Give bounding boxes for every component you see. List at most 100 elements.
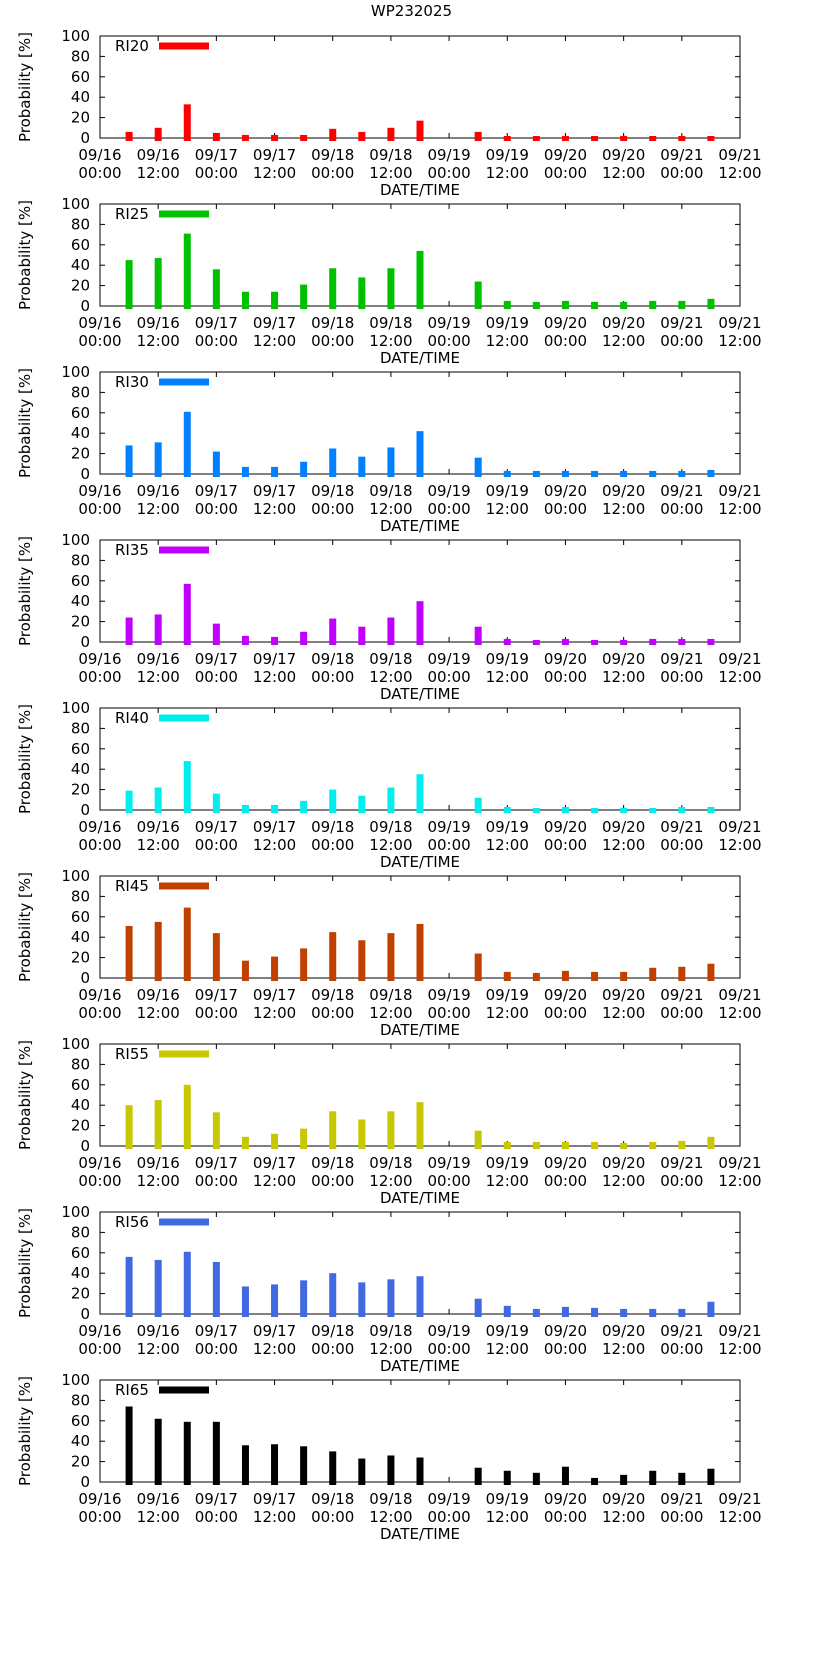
x-tick-label: 12:00 [369, 836, 412, 854]
x-tick-label: 09/20 [544, 146, 587, 164]
y-tick-label: 0 [80, 969, 90, 987]
bar-ri25 [241, 291, 249, 309]
bar-ri45 [649, 967, 657, 981]
bar-ri30 [358, 456, 366, 477]
y-axis-label: Probability [%] [16, 536, 34, 646]
x-tick-label: 09/21 [660, 146, 703, 164]
x-tick-label: 09/19 [427, 818, 470, 836]
bar-ri56 [125, 1256, 133, 1317]
x-tick-label: 09/18 [311, 1322, 354, 1340]
y-tick-label: 0 [80, 633, 90, 651]
y-tick-label: 80 [71, 383, 90, 401]
x-tick-label: 09/17 [253, 1490, 296, 1508]
x-tick-label: 09/16 [78, 1490, 121, 1508]
x-tick-label: 12:00 [369, 1004, 412, 1022]
bar-ri30 [561, 470, 569, 477]
y-tick-label: 20 [71, 1285, 90, 1303]
bar-ri55 [474, 1130, 482, 1149]
x-axis-label: DATE/TIME [380, 517, 460, 535]
x-tick-label: 09/18 [311, 650, 354, 668]
bar-ri65 [474, 1467, 482, 1485]
x-tick-label: 12:00 [253, 1004, 296, 1022]
panel-ri40: 02040608010009/1600:0009/1612:0009/1700:… [16, 699, 762, 871]
bar-ri56 [241, 1286, 249, 1317]
bar-ri35 [154, 614, 162, 645]
bar-ri40 [358, 795, 366, 813]
bar-ri55 [154, 1100, 162, 1149]
x-tick-label: 09/16 [78, 1154, 121, 1172]
y-axis-label: Probability [%] [16, 1208, 34, 1318]
x-tick-label: 12:00 [486, 332, 529, 350]
x-tick-label: 09/20 [602, 314, 645, 332]
x-tick-label: 00:00 [195, 1172, 238, 1190]
bar-ri65 [503, 1470, 511, 1485]
x-tick-label: 00:00 [78, 332, 121, 350]
x-tick-label: 12:00 [486, 668, 529, 686]
x-tick-label: 00:00 [78, 164, 121, 182]
bar-ri30 [154, 442, 162, 477]
x-tick-label: 00:00 [544, 668, 587, 686]
x-tick-label: 12:00 [718, 332, 761, 350]
bar-ri35 [561, 638, 569, 645]
panel-ri45: 02040608010009/1600:0009/1612:0009/1700:… [16, 867, 762, 1039]
legend-label: RI45 [115, 877, 149, 895]
x-tick-label: 09/17 [253, 1154, 296, 1172]
x-tick-label: 00:00 [78, 1004, 121, 1022]
bar-ri56 [474, 1298, 482, 1317]
x-tick-label: 00:00 [311, 500, 354, 518]
x-tick-label: 09/19 [486, 818, 529, 836]
bar-ri25 [678, 300, 686, 309]
bar-ri25 [474, 281, 482, 309]
y-tick-label: 60 [71, 908, 90, 926]
x-tick-label: 12:00 [253, 164, 296, 182]
x-tick-label: 09/18 [369, 146, 412, 164]
x-tick-label: 00:00 [544, 1004, 587, 1022]
bar-ri45 [154, 921, 162, 981]
bar-ri25 [125, 260, 133, 309]
x-tick-label: 09/20 [602, 986, 645, 1004]
bar-ri20 [474, 131, 482, 141]
y-tick-label: 0 [80, 801, 90, 819]
x-tick-label: 00:00 [660, 1004, 703, 1022]
bar-ri20 [212, 132, 220, 141]
bar-ri55 [125, 1105, 133, 1149]
bar-ri65 [387, 1455, 395, 1485]
x-tick-label: 09/19 [486, 1490, 529, 1508]
x-tick-label: 12:00 [369, 1508, 412, 1526]
x-tick-label: 09/17 [195, 1490, 238, 1508]
y-tick-label: 60 [71, 740, 90, 758]
bar-ri45 [183, 907, 191, 981]
x-tick-label: 12:00 [369, 668, 412, 686]
y-tick-label: 80 [71, 1055, 90, 1073]
y-tick-label: 80 [71, 887, 90, 905]
y-tick-label: 40 [71, 760, 90, 778]
bar-ri40 [649, 807, 657, 813]
x-tick-label: 09/19 [427, 650, 470, 668]
bar-ri45 [271, 956, 279, 981]
x-tick-label: 09/21 [660, 1154, 703, 1172]
bar-ri45 [212, 933, 220, 981]
y-tick-label: 20 [71, 109, 90, 127]
bar-ri40 [125, 790, 133, 813]
x-tick-label: 12:00 [486, 164, 529, 182]
x-tick-label: 12:00 [718, 1508, 761, 1526]
x-tick-label: 09/19 [427, 986, 470, 1004]
x-tick-label: 09/20 [602, 650, 645, 668]
y-tick-label: 40 [71, 424, 90, 442]
bar-ri25 [329, 268, 337, 309]
bar-ri65 [212, 1421, 220, 1485]
x-tick-label: 12:00 [369, 1340, 412, 1358]
x-tick-label: 09/16 [137, 314, 180, 332]
y-tick-label: 60 [71, 236, 90, 254]
bar-ri56 [503, 1305, 511, 1317]
x-tick-label: 09/20 [544, 1154, 587, 1172]
bar-ri55 [591, 1141, 599, 1149]
bar-ri20 [503, 135, 511, 141]
x-tick-label: 00:00 [195, 164, 238, 182]
x-tick-label: 00:00 [78, 1508, 121, 1526]
bar-ri56 [532, 1308, 540, 1317]
y-tick-label: 60 [71, 1244, 90, 1262]
y-tick-label: 100 [61, 195, 90, 213]
bar-ri20 [329, 128, 337, 141]
